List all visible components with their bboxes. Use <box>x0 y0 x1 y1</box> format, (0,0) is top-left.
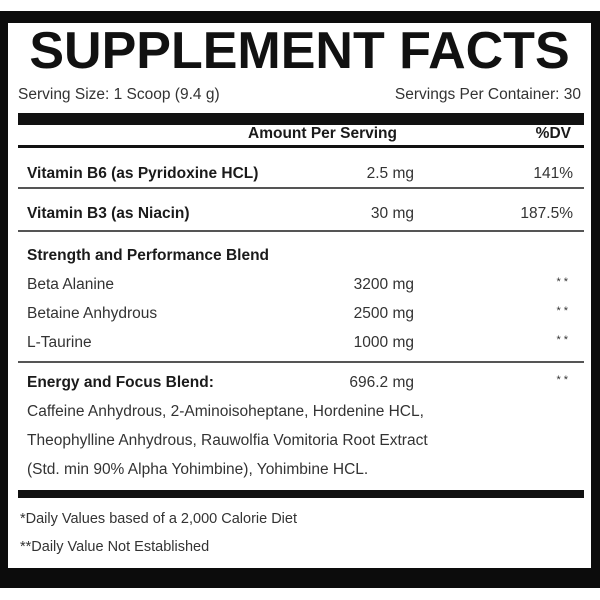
energy-blend-dv: ** <box>556 374 571 386</box>
servings-per-container: Servings Per Container: 30 <box>394 86 581 103</box>
energy-blend-amount: 696.2 mg <box>349 374 414 391</box>
supplement-facts-panel: SUPPLEMENT FACTS Serving Size: 1 Scoop (… <box>8 23 591 568</box>
betaine-dv: ** <box>556 305 571 317</box>
energy-blend-ingredients-line: Caffeine Anhydrous, 2-Aminoisoheptane, H… <box>27 403 424 420</box>
vitamin-b3-amount: 30 mg <box>370 205 414 222</box>
taurine-name: L-Taurine <box>27 334 92 351</box>
vitamin-b3-dv: 187.5% <box>520 205 573 222</box>
beta-alanine-amount: 3200 mg <box>353 276 414 293</box>
taurine-amount: 1000 mg <box>353 334 414 351</box>
vitamin-b6-amount: 2.5 mg <box>366 165 414 182</box>
taurine-dv: ** <box>556 334 571 346</box>
vitamin-b3-name: Vitamin B3 (as Niacin) <box>27 205 190 222</box>
thick-divider <box>18 490 584 498</box>
energy-blend-title: Energy and Focus Blend: <box>27 374 214 391</box>
vitamin-b6-dv: 141% <box>533 165 573 182</box>
beta-alanine-dv: ** <box>556 276 571 288</box>
betaine-name: Betaine Anhydrous <box>27 305 158 322</box>
beta-alanine-name: Beta Alanine <box>27 276 115 293</box>
footnote-daily-values: *Daily Values based of a 2,000 Calorie D… <box>20 511 298 527</box>
divider <box>18 361 584 363</box>
title: SUPPLEMENT FACTS <box>29 22 570 80</box>
divider <box>18 187 584 189</box>
betaine-amount: 2500 mg <box>353 305 414 322</box>
amount-header: Amount Per Serving <box>248 125 397 142</box>
energy-blend-ingredients-line: (Std. min 90% Alpha Yohimbine), Yohimbin… <box>27 461 369 478</box>
divider <box>18 145 584 148</box>
footnote-not-established: **Daily Value Not Established <box>20 539 210 555</box>
dv-header: %DV <box>535 125 571 142</box>
energy-blend-ingredients-line: Theophylline Anhydrous, Rauwolfia Vomito… <box>27 432 428 449</box>
divider <box>18 230 584 232</box>
serving-size: Serving Size: 1 Scoop (9.4 g) <box>18 86 220 103</box>
thick-divider <box>18 113 584 125</box>
strength-blend-title: Strength and Performance Blend <box>27 247 270 264</box>
vitamin-b6-name: Vitamin B6 (as Pyridoxine HCL) <box>27 165 259 182</box>
